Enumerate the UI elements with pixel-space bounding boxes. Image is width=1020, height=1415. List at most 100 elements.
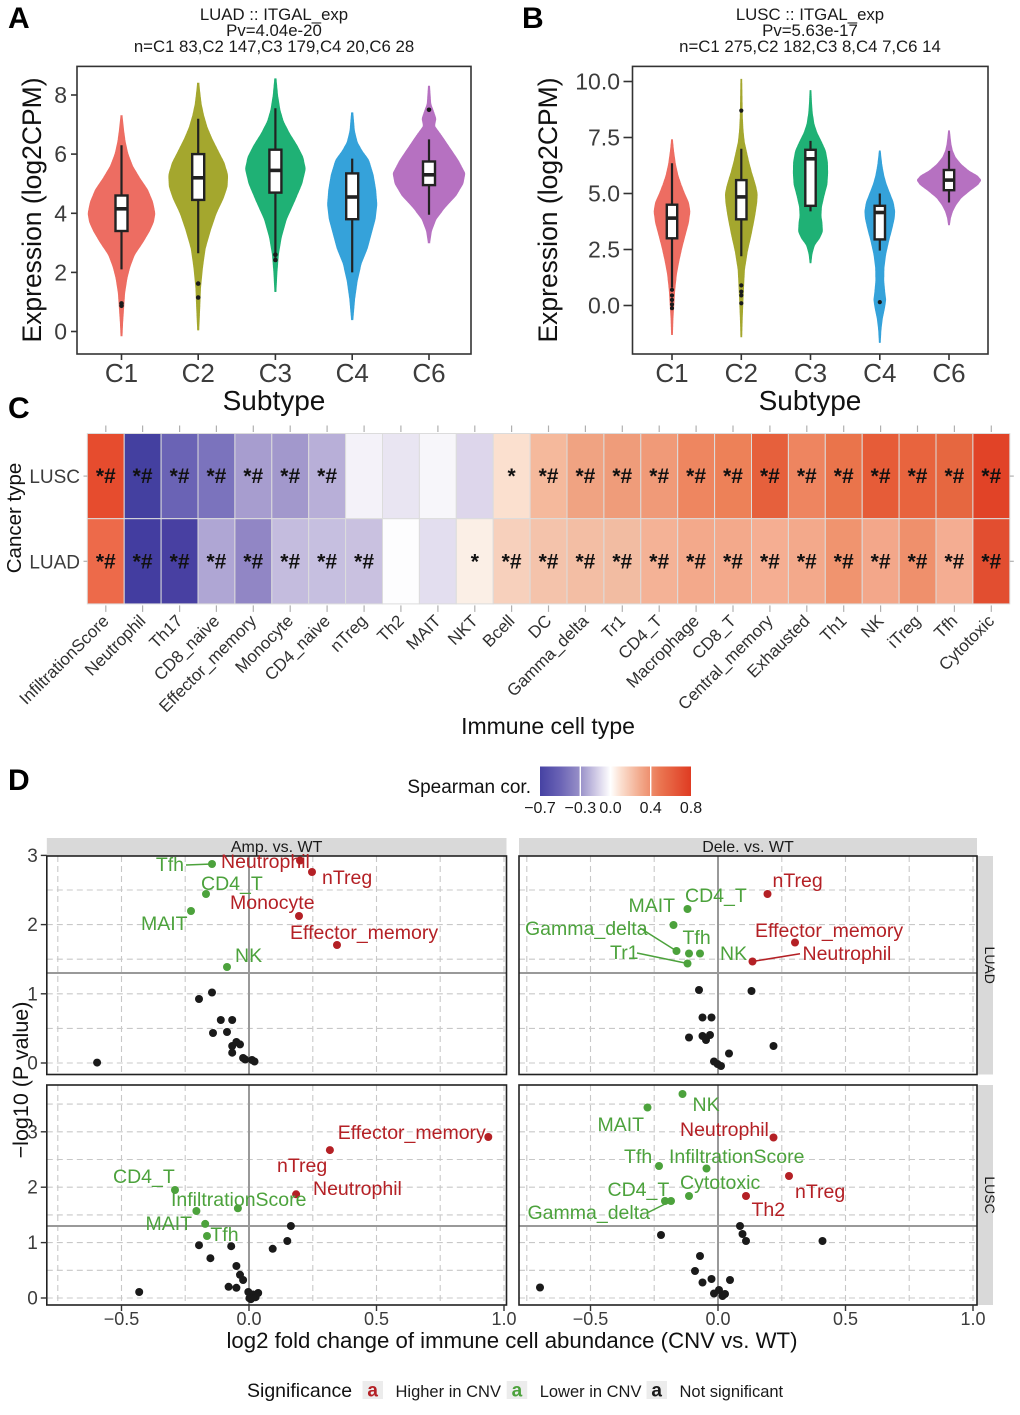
- svg-text:MAIT: MAIT: [146, 1213, 193, 1235]
- svg-text:Effector_memory: Effector_memory: [290, 922, 438, 944]
- svg-text:0.0: 0.0: [236, 1309, 261, 1329]
- svg-text:6: 6: [54, 141, 67, 167]
- svg-text:log2 fold change of immune cel: log2 fold change of immune cell abundanc…: [227, 1328, 798, 1353]
- svg-text:*#: *#: [133, 550, 153, 573]
- svg-text:0.4: 0.4: [640, 800, 662, 817]
- svg-text:0: 0: [27, 1289, 38, 1310]
- svg-text:*#: *#: [575, 465, 595, 488]
- svg-text:D: D: [8, 764, 30, 797]
- svg-text:C2: C2: [725, 358, 758, 388]
- svg-text:Tfh: Tfh: [624, 1146, 652, 1168]
- svg-text:C2: C2: [182, 358, 215, 388]
- svg-text:Th2: Th2: [752, 1199, 786, 1221]
- svg-text:0: 0: [54, 319, 67, 345]
- svg-text:5.0: 5.0: [588, 181, 620, 207]
- svg-text:2: 2: [27, 1178, 38, 1199]
- svg-text:Pv=4.04e-20: Pv=4.04e-20: [226, 21, 322, 40]
- svg-text:*#: *#: [612, 550, 632, 573]
- svg-text:−0.5: −0.5: [104, 1309, 140, 1329]
- svg-text:*#: *#: [760, 550, 780, 573]
- svg-text:nTreg: nTreg: [277, 1155, 327, 1177]
- svg-text:n=C1 275,C2 182,C3 8,C4 7,C6 1: n=C1 275,C2 182,C3 8,C4 7,C6 14: [679, 37, 941, 56]
- svg-text:nTreg: nTreg: [795, 1181, 845, 1203]
- svg-text:1.0: 1.0: [491, 1309, 516, 1329]
- svg-text:*#: *#: [170, 550, 190, 573]
- svg-text:*#: *#: [96, 550, 116, 573]
- svg-text:MAIT: MAIT: [598, 1114, 645, 1136]
- svg-text:*#: *#: [871, 550, 891, 573]
- svg-text:C6: C6: [412, 358, 445, 388]
- svg-text:0.5: 0.5: [833, 1309, 858, 1329]
- svg-text:Tfh: Tfh: [683, 927, 711, 949]
- svg-text:*#: *#: [981, 465, 1001, 488]
- svg-text:C6: C6: [932, 358, 965, 388]
- svg-text:LUSC: LUSC: [982, 1176, 998, 1213]
- svg-text:0.0: 0.0: [705, 1309, 730, 1329]
- svg-text:2: 2: [27, 915, 38, 936]
- svg-text:*#: *#: [723, 465, 743, 488]
- svg-text:−0.3: −0.3: [565, 800, 597, 817]
- svg-text:*#: *#: [908, 550, 928, 573]
- svg-text:*#: *#: [834, 550, 854, 573]
- svg-text:1: 1: [27, 1233, 38, 1254]
- svg-text:0: 0: [27, 1054, 38, 1075]
- svg-text:Expression (log2CPM): Expression (log2CPM): [533, 77, 563, 342]
- svg-text:*#: *#: [649, 465, 669, 488]
- svg-text:*#: *#: [96, 465, 116, 488]
- svg-text:LUAD: LUAD: [982, 947, 998, 984]
- svg-text:*#: *#: [944, 550, 964, 573]
- svg-text:*#: *#: [981, 550, 1001, 573]
- svg-text:0.0: 0.0: [599, 800, 621, 817]
- svg-text:LUAD :: ITGAL_exp: LUAD :: ITGAL_exp: [200, 5, 348, 24]
- svg-text:Tfh: Tfh: [156, 854, 184, 876]
- svg-text:*#: *#: [612, 465, 632, 488]
- svg-text:Significance: Significance: [247, 1380, 352, 1402]
- svg-text:NK: NK: [720, 943, 747, 965]
- svg-text:10.0: 10.0: [575, 69, 620, 95]
- svg-text:Immune cell type: Immune cell type: [461, 713, 635, 739]
- svg-text:*#: *#: [317, 465, 337, 488]
- svg-text:CD4_T: CD4_T: [608, 1179, 670, 1201]
- svg-text:1.0: 1.0: [960, 1309, 985, 1329]
- svg-text:*#: *#: [539, 550, 559, 573]
- svg-text:Dele. vs. WT: Dele. vs. WT: [702, 839, 794, 856]
- svg-text:0.8: 0.8: [680, 800, 702, 817]
- svg-text:7.5: 7.5: [588, 125, 620, 151]
- svg-text:*#: *#: [133, 465, 153, 488]
- svg-text:LUSC: LUSC: [29, 467, 80, 488]
- svg-text:LUSC :: ITGAL_exp: LUSC :: ITGAL_exp: [736, 5, 884, 24]
- svg-text:*#: *#: [723, 550, 743, 573]
- svg-text:*#: *#: [354, 550, 374, 573]
- svg-text:−0.7: −0.7: [524, 800, 556, 817]
- svg-text:*#: *#: [317, 550, 337, 573]
- svg-text:Lower in CNV: Lower in CNV: [540, 1383, 642, 1401]
- svg-text:A: A: [8, 2, 30, 35]
- svg-text:C4: C4: [336, 358, 369, 388]
- svg-text:nTreg: nTreg: [322, 867, 372, 889]
- svg-text:*#: *#: [797, 465, 817, 488]
- svg-text:Gamma_delta: Gamma_delta: [525, 918, 648, 940]
- svg-text:*#: *#: [649, 550, 669, 573]
- svg-text:*#: *#: [243, 550, 263, 573]
- svg-text:Effector_memory: Effector_memory: [755, 920, 903, 942]
- svg-text:Expression (log2CPM): Expression (log2CPM): [17, 77, 47, 342]
- svg-text:Tr1: Tr1: [610, 942, 639, 964]
- svg-text:3: 3: [27, 1122, 38, 1143]
- svg-text:Monocyte: Monocyte: [230, 892, 315, 914]
- svg-text:Cytotoxic: Cytotoxic: [680, 1172, 760, 1194]
- svg-text:*#: *#: [243, 465, 263, 488]
- svg-text:MAIT: MAIT: [141, 913, 188, 935]
- svg-text:*#: *#: [502, 550, 522, 573]
- svg-text:*#: *#: [908, 465, 928, 488]
- svg-text:Spearman cor.: Spearman cor.: [407, 777, 531, 798]
- svg-text:Higher in CNV: Higher in CNV: [396, 1383, 501, 1401]
- svg-text:2.5: 2.5: [588, 237, 620, 263]
- svg-text:*#: *#: [760, 465, 780, 488]
- svg-text:Neutrophil: Neutrophil: [803, 943, 892, 965]
- svg-text:Not significant: Not significant: [680, 1383, 784, 1401]
- svg-text:Subtype: Subtype: [759, 385, 862, 416]
- svg-text:C3: C3: [794, 358, 827, 388]
- svg-text:C1: C1: [105, 358, 138, 388]
- svg-text:NK: NK: [693, 1094, 720, 1116]
- svg-text:C3: C3: [259, 358, 292, 388]
